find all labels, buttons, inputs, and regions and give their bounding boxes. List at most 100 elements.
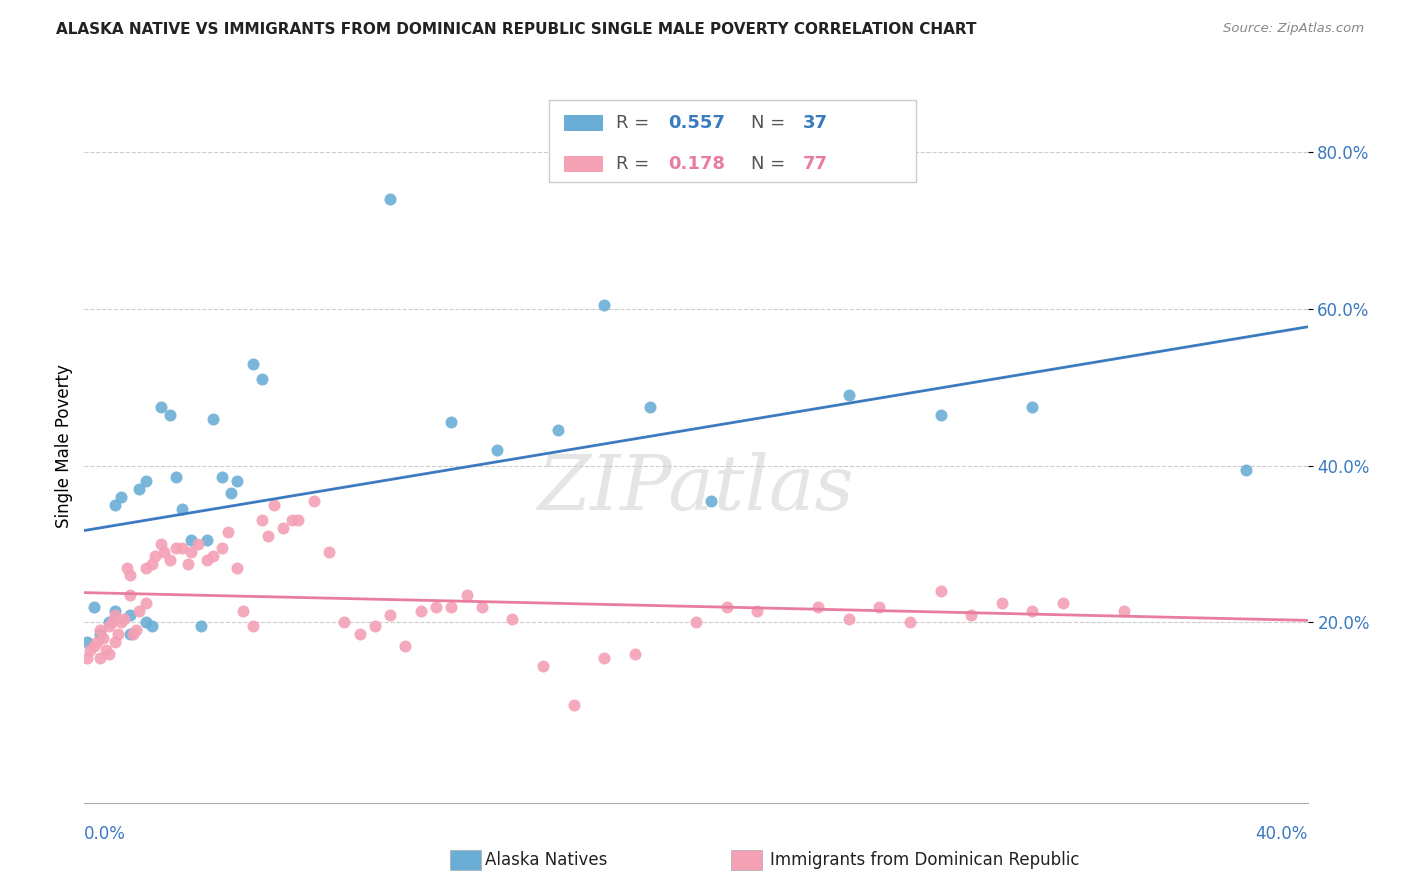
Point (172, 541, 194, 555)
Text: R =: R = (616, 155, 655, 173)
Point (153, 545, 176, 559)
Point (562, 698, 585, 712)
Point (869, 599, 891, 614)
Point (898, 615, 921, 630)
Point (122, 627, 145, 641)
Point (120, 568, 142, 582)
Point (83, 599, 105, 614)
Point (409, 604, 432, 618)
Y-axis label: Single Male Poverty: Single Male Poverty (55, 364, 73, 528)
Point (257, 529, 280, 543)
Point (128, 482, 150, 496)
Point (120, 607, 142, 622)
Point (440, 599, 463, 614)
Point (89, 650, 111, 665)
Point (91, 631, 114, 645)
Point (125, 624, 148, 638)
Point (593, 650, 616, 665)
Point (76, 650, 98, 665)
Point (211, 541, 233, 555)
Point (110, 615, 132, 630)
Point (180, 533, 202, 547)
Point (1114, 604, 1136, 618)
Point (135, 596, 157, 610)
Point (471, 599, 494, 614)
Point (838, 611, 860, 625)
Point (97, 615, 120, 630)
Point (97, 647, 120, 661)
Point (135, 475, 157, 489)
Point (141, 557, 163, 571)
Point (456, 588, 478, 602)
Point (89, 624, 111, 638)
Point (135, 560, 157, 574)
Text: ALASKA NATIVE VS IMMIGRANTS FROM DOMINICAN REPUBLIC SINGLE MALE POVERTY CORRELAT: ALASKA NATIVE VS IMMIGRANTS FROM DOMINIC… (56, 22, 977, 37)
Text: Alaska Natives: Alaska Natives (485, 851, 607, 869)
Point (1234, 462, 1257, 476)
Point (685, 615, 707, 630)
Point (1052, 596, 1074, 610)
Point (159, 408, 181, 422)
Point (250, 514, 273, 528)
Point (281, 514, 304, 528)
Point (172, 501, 194, 516)
Point (349, 627, 371, 641)
Point (263, 498, 285, 512)
Point (1021, 400, 1043, 414)
Point (700, 494, 723, 508)
Point (807, 599, 830, 614)
Point (486, 442, 509, 457)
Point (960, 607, 983, 622)
Point (991, 596, 1014, 610)
Point (716, 599, 738, 614)
Point (143, 549, 166, 563)
Point (101, 615, 124, 630)
Bar (564, 156, 603, 172)
Point (177, 557, 200, 571)
Point (89, 627, 111, 641)
Point (86, 635, 108, 649)
Point (232, 604, 254, 618)
Point (531, 658, 554, 673)
Text: N =: N = (751, 155, 792, 173)
Point (149, 400, 172, 414)
Point (747, 604, 769, 618)
Point (380, 607, 402, 622)
Point (250, 372, 273, 386)
Text: Immigrants from Dominican Republic: Immigrants from Dominican Republic (770, 851, 1080, 869)
Point (104, 635, 127, 649)
Point (226, 560, 249, 574)
Point (104, 607, 127, 622)
Point (83, 639, 105, 653)
Point (929, 584, 952, 599)
Point (110, 490, 132, 504)
Point (128, 604, 150, 618)
Point (211, 470, 233, 484)
Point (112, 611, 135, 625)
Point (242, 357, 264, 371)
Point (380, 192, 402, 206)
Point (201, 549, 224, 563)
Point (165, 541, 187, 555)
Point (226, 475, 249, 489)
Point (94, 643, 117, 657)
Point (97, 619, 120, 633)
Point (547, 423, 569, 437)
Point (107, 627, 129, 641)
Point (242, 619, 264, 633)
Point (186, 537, 208, 551)
Text: 0.178: 0.178 (668, 155, 725, 173)
Point (593, 298, 616, 312)
Point (104, 498, 127, 512)
Point (201, 411, 224, 425)
Point (120, 627, 142, 641)
Text: 37: 37 (803, 114, 827, 132)
Point (141, 619, 163, 633)
Point (302, 494, 325, 508)
Text: ZIPatlas: ZIPatlas (537, 452, 855, 525)
Point (79, 643, 101, 657)
Bar (564, 115, 603, 131)
Text: N =: N = (751, 114, 792, 132)
Point (929, 408, 952, 422)
Point (135, 615, 157, 630)
